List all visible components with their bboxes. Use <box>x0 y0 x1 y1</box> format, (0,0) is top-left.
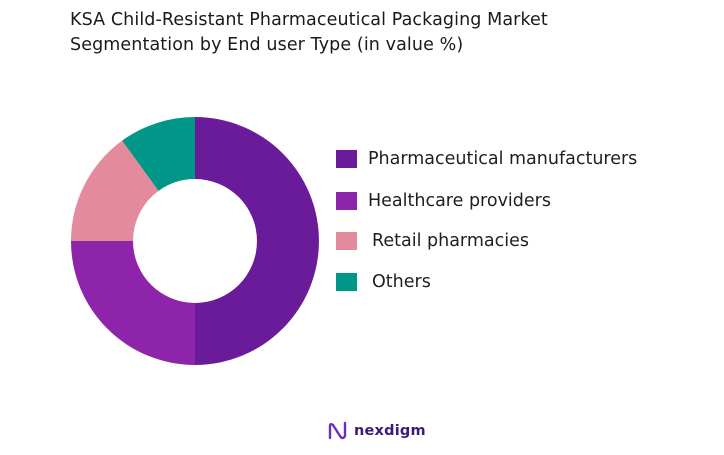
legend-swatch <box>336 192 357 210</box>
donut-chart <box>71 117 319 365</box>
brand-footer: nexdigm <box>328 420 426 442</box>
brand-name: nexdigm <box>354 423 426 439</box>
donut-slice-others <box>122 117 195 191</box>
legend-item-pharmaceutical-manufacturers: Pharmaceutical manufacturers <box>336 148 637 170</box>
chart-title-line-2: Segmentation by End user Type (in value … <box>70 35 464 55</box>
legend-label: Retail pharmacies <box>372 231 529 251</box>
chart-title-line-1: KSA Child-Resistant Pharmaceutical Packa… <box>70 10 548 30</box>
legend-swatch <box>336 273 357 291</box>
nexdigm-logo-icon <box>328 421 347 440</box>
donut-slice-pharmaceutical-manufacturers <box>195 117 319 365</box>
legend-swatch <box>336 150 357 168</box>
legend-swatch <box>336 232 357 250</box>
legend-item-retail-pharmacies: Retail pharmacies <box>336 230 529 252</box>
donut-slice-retail-pharmacies <box>71 140 159 241</box>
legend-label: Others <box>372 272 431 292</box>
legend-label: Healthcare providers <box>368 191 551 211</box>
legend-item-others: Others <box>336 271 431 293</box>
donut-slice-healthcare-providers <box>71 241 195 365</box>
chart-title: KSA Child-Resistant Pharmaceutical Packa… <box>70 8 690 58</box>
legend-item-healthcare-providers: Healthcare providers <box>336 190 551 212</box>
legend-label: Pharmaceutical manufacturers <box>368 149 638 169</box>
